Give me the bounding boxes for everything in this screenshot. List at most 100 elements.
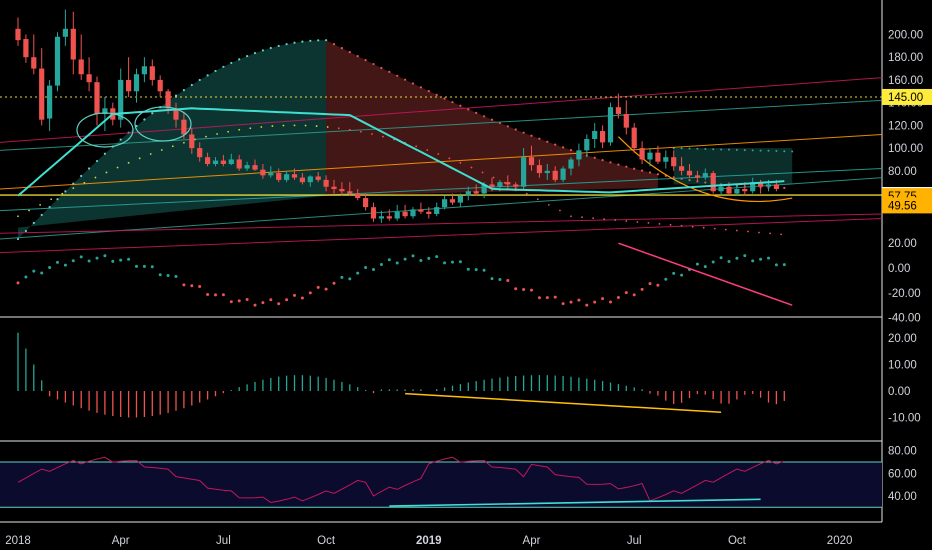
candle-body xyxy=(655,152,661,162)
candle-body xyxy=(347,191,353,194)
candle-body xyxy=(141,66,147,75)
arc-dot xyxy=(688,179,691,182)
price-tag-label: 145.00 xyxy=(888,92,923,104)
sar-dot xyxy=(669,223,672,226)
candle xyxy=(647,148,653,167)
time-axis[interactable]: 2018 Apr Jul Oct 2019 Apr Jul Oct 2020 xyxy=(5,535,852,547)
sar-dot xyxy=(359,130,362,133)
oscillator-dot xyxy=(411,254,415,258)
candle xyxy=(331,179,337,194)
oscillator-dot xyxy=(759,257,763,261)
candle-body xyxy=(86,74,92,83)
oscillator-dot xyxy=(774,263,778,267)
candle xyxy=(663,150,669,169)
sar-dot xyxy=(160,149,163,151)
candle xyxy=(284,170,290,183)
arc-dot xyxy=(332,43,336,46)
sar-dot xyxy=(636,221,639,223)
candle-body xyxy=(647,152,653,160)
oscillator-dot xyxy=(316,285,320,289)
candle xyxy=(315,171,321,183)
arc-dot xyxy=(309,39,312,42)
oscillator-dot xyxy=(743,254,747,258)
price-axis[interactable]: 200.00180.00160.00140.00120.00100.0080.0… xyxy=(882,29,932,503)
arc-dot xyxy=(554,143,557,146)
time-tick-label: Apr xyxy=(523,535,541,547)
candle xyxy=(402,204,408,219)
candle-body xyxy=(47,85,53,119)
arc-dot xyxy=(198,78,201,82)
sar-dot xyxy=(470,166,473,169)
candle-body xyxy=(497,182,503,187)
oscillator-dot xyxy=(111,259,115,263)
candle-body xyxy=(212,160,219,164)
candle-body xyxy=(623,114,629,128)
candlestick-series xyxy=(15,9,779,224)
candle xyxy=(442,195,448,210)
candle xyxy=(355,188,361,201)
trendlines xyxy=(0,77,883,254)
candle-body xyxy=(410,209,416,217)
candle xyxy=(679,157,685,176)
sar-dot xyxy=(481,171,484,174)
arc-dot xyxy=(135,124,138,128)
arc-dot xyxy=(364,59,367,62)
candle-body xyxy=(718,186,724,192)
candle xyxy=(686,163,693,178)
time-tick-label: 2019 xyxy=(416,535,442,547)
oscillator-tick-label: 20.00 xyxy=(888,238,917,250)
sar-dot xyxy=(547,203,550,206)
arc-dot xyxy=(56,198,59,201)
arc-dot xyxy=(633,167,636,170)
sar-dot xyxy=(603,218,606,221)
candle-body xyxy=(157,79,163,92)
oscillator-dot xyxy=(150,265,154,269)
candle xyxy=(702,168,708,180)
bull-box xyxy=(673,148,793,185)
arc-dot xyxy=(522,131,525,134)
oscillator-dot xyxy=(277,302,281,306)
arc-dot xyxy=(48,205,51,209)
candle xyxy=(623,100,629,135)
oscillator-dot xyxy=(221,293,225,297)
moving-average-line xyxy=(17,107,785,197)
candle-body xyxy=(118,79,124,120)
candle xyxy=(299,173,305,185)
candle-body xyxy=(513,184,519,187)
candle-body xyxy=(402,211,408,217)
candle xyxy=(228,153,234,166)
candle-body xyxy=(307,176,313,183)
oscillator-dot xyxy=(403,257,407,261)
candle-body xyxy=(671,157,677,167)
arc-dot xyxy=(625,165,628,168)
sar-dot xyxy=(448,157,451,160)
oscillator-dot xyxy=(364,265,368,269)
candle xyxy=(15,17,21,46)
candle-body xyxy=(339,188,345,192)
candle xyxy=(505,175,511,189)
arc-dot xyxy=(419,86,422,89)
candle-body xyxy=(457,195,463,203)
sar-dot xyxy=(238,128,241,131)
sar-dot xyxy=(293,124,296,127)
arc-dot xyxy=(601,159,604,162)
oscillator-dot xyxy=(182,283,186,287)
arc-dot xyxy=(388,70,391,74)
candle-body xyxy=(679,166,685,171)
candle xyxy=(457,193,463,208)
sar-dot xyxy=(415,145,418,148)
oscillator-dot xyxy=(135,264,138,268)
oscillator-dot xyxy=(474,268,478,272)
candle-body xyxy=(70,28,76,60)
arc-dot xyxy=(475,111,478,114)
oscillator-dot xyxy=(71,259,75,263)
oscillator-dot xyxy=(206,293,210,297)
arc-dot xyxy=(443,97,446,100)
sar-dot xyxy=(780,233,783,236)
candle xyxy=(141,57,147,83)
curve-line xyxy=(617,136,793,203)
candle xyxy=(220,154,226,167)
price-tag-box xyxy=(882,88,932,105)
candle xyxy=(39,48,45,126)
